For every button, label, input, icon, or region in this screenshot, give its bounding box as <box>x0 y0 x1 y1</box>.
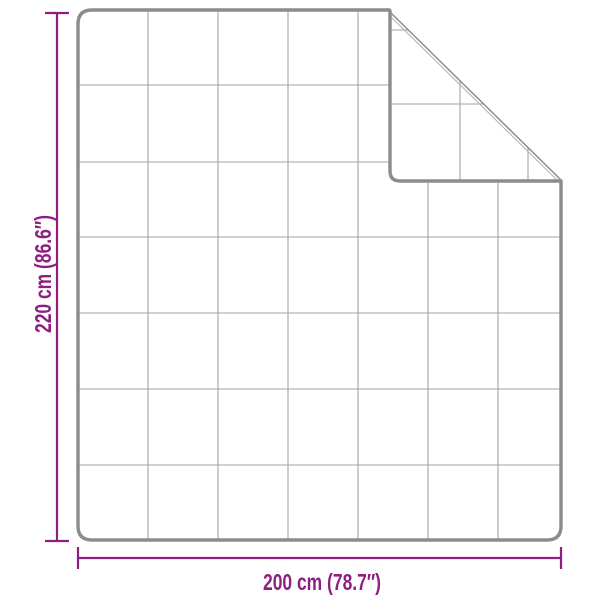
height-label: 220 cm (86.6″) <box>30 215 56 333</box>
fold-crease-line <box>390 12 561 180</box>
width-dimension: 200 cm (78.7″) <box>76 547 563 595</box>
quilt-grid <box>79 11 560 539</box>
width-label: 200 cm (78.7″) <box>263 569 381 595</box>
blanket-outline <box>76 8 563 542</box>
blanket-body <box>78 10 561 540</box>
fold-crease-inner-line <box>389 15 558 181</box>
height-dimension: 220 cm (86.6″) <box>30 11 69 543</box>
